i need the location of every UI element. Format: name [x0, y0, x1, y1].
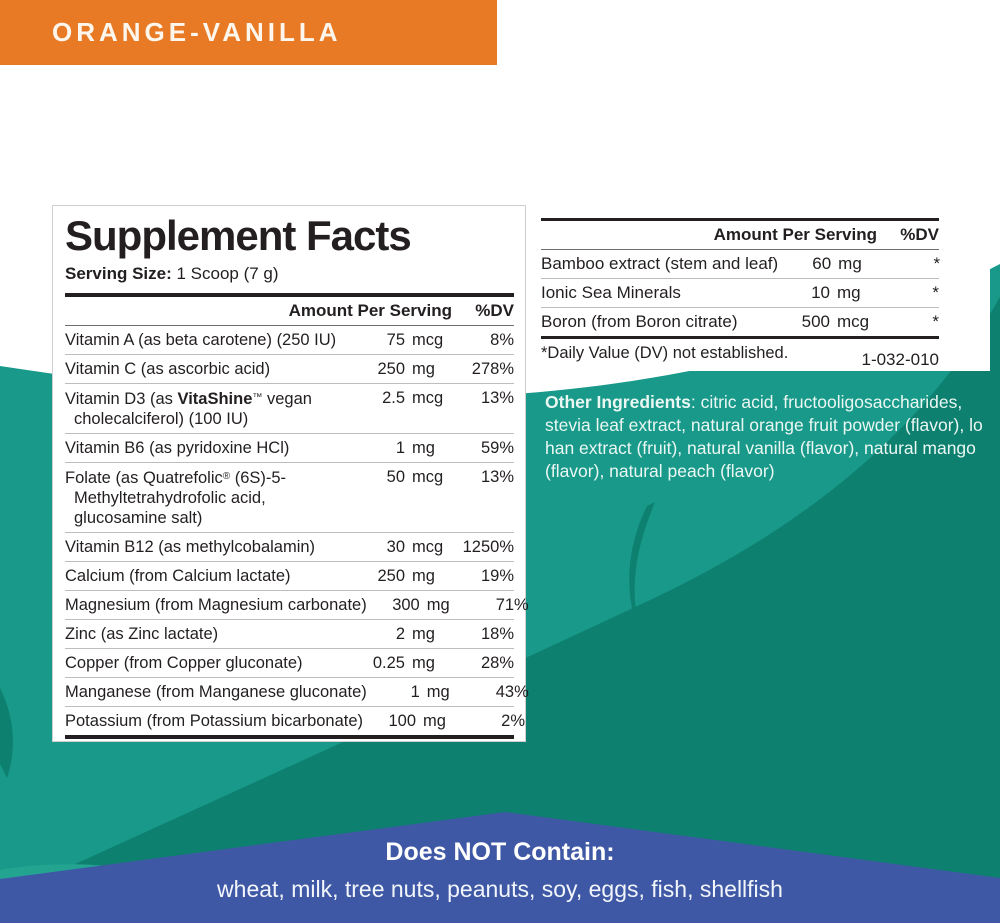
table-row: Zinc (as Zinc lactate) 2 mg 18%	[65, 619, 514, 648]
footnote-line: *Daily Value (DV) not established. 1-032…	[541, 339, 939, 370]
nutrient-name: Vitamin B12 (as methylcobalamin)	[65, 538, 316, 557]
serving-size-label: Serving Size:	[65, 264, 172, 284]
nutrient-dv: 278%	[471, 360, 514, 379]
nutrient-dv: 71%	[495, 596, 529, 615]
nutrient-dv: 13%	[480, 468, 514, 487]
allergen-list: wheat, milk, tree nuts, peanuts, soy, eg…	[217, 876, 783, 902]
nutrient-dv: 43%	[495, 683, 529, 702]
flavor-name: ORANGE-VANILLA	[52, 17, 342, 47]
nutrient-name: Vitamin B6 (as pyridoxine HCl)	[65, 439, 290, 458]
other-ingredients-text: : citric acid, fructooligosaccharides, s…	[545, 392, 983, 482]
nutrient-amount: 300 mg	[392, 596, 450, 615]
nutrient-amount: 100 mg	[388, 712, 446, 731]
nutrient-dv: *	[932, 283, 939, 302]
nutrient-dv: 19%	[480, 567, 514, 586]
nutrient-name: Potassium (from Potassium bicarbonate)	[65, 712, 364, 731]
nutrient-name: Vitamin D3 (as VitaShine™ vegan cholecalc…	[65, 390, 312, 429]
nutrient-rows: Vitamin A (as beta carotene) (250 IU) 75 m…	[65, 326, 529, 735]
table-header-2: Amount Per Serving %DV	[541, 221, 939, 249]
rule-thin-header-2	[541, 249, 939, 250]
table-row: Vitamin C (as ascorbic acid) 250 mg 278%	[65, 354, 514, 383]
serving-size-value: 1 Scoop (7 g)	[171, 264, 279, 284]
supplement-facts-panel: Supplement Facts Serving Size: 1 Scoop (…	[52, 205, 529, 742]
col-dv-header-2: %DV	[900, 225, 939, 244]
nutrient-amount: 10 mg	[811, 283, 861, 302]
rule-thick-top	[65, 293, 514, 298]
table-row: Calcium (from Calcium lactate) 250 mg 19%	[65, 561, 514, 590]
nutrient-dv: 13%	[480, 389, 514, 408]
table-row: Boron (from Boron citrate) 500 mcg *	[541, 307, 939, 336]
nutrient-dv: 1250%	[462, 538, 514, 557]
nutrient-amount: 75 mcg	[386, 331, 444, 350]
nutrient-name: Boron (from Boron citrate)	[541, 312, 738, 331]
nutrient-amount: 250 mg	[377, 360, 435, 379]
nutrient-dv: 18%	[480, 625, 514, 644]
nutrient-name: Vitamin C (as ascorbic acid)	[65, 360, 271, 379]
nutrient-amount: 500 mcg	[801, 312, 870, 331]
nutrient-amount: 0.25 mg	[372, 654, 435, 673]
table-row: Magnesium (from Magnesium carbonate) 300 m…	[65, 590, 529, 619]
rule-thick-top-2	[541, 218, 939, 221]
table-row: Ionic Sea Minerals 10 mg *	[541, 278, 939, 307]
nutrient-rows-2: Bamboo extract (stem and leaf) 60 mg * Ionic…	[541, 250, 941, 336]
table-row: Bamboo extract (stem and leaf) 60 mg *	[541, 250, 941, 278]
nutrient-dv: *	[933, 254, 941, 273]
table-row: Copper (from Copper gluconate) 0.25 mg 28%	[65, 648, 514, 677]
flavor-banner: ORANGE-VANILLA	[0, 0, 497, 65]
nutrient-name: Folate (as Quatrefolic® (6S)-5- Methyltet…	[65, 469, 287, 528]
nutrient-dv: 2%	[501, 712, 526, 731]
nutrient-amount: 30 mcg	[386, 538, 444, 557]
nutrient-amount: 1 mg	[410, 683, 450, 702]
supplement-facts-panel-2: Amount Per Serving %DV Bamboo extract (s…	[535, 212, 990, 371]
rule-thick-bottom	[65, 735, 514, 740]
product-code: 1-032-010	[861, 350, 939, 369]
nutrient-name: Vitamin A (as beta carotene) (250 IU)	[65, 331, 337, 350]
table-row: Vitamin B6 (as pyridoxine HCl) 1 mg 59%	[65, 433, 514, 462]
col-amount-header-2: Amount Per Serving	[713, 225, 877, 244]
nutrient-name: Bamboo extract (stem and leaf)	[541, 254, 779, 273]
table-row: Vitamin B12 (as methylcobalamin) 30 mcg 125…	[65, 532, 514, 561]
right-table: Amount Per Serving %DV Bamboo extract (s…	[541, 218, 941, 339]
other-ingredients: Other Ingredients: citric acid, fructool…	[545, 391, 997, 483]
other-ingredients-label: Other Ingredients	[545, 392, 691, 412]
nutrient-amount: 2 mg	[395, 625, 435, 644]
nutrient-dv: *	[932, 312, 939, 331]
nutrient-amount: 250 mg	[377, 567, 435, 586]
nutrient-name: Zinc (as Zinc lactate)	[65, 625, 219, 644]
serving-size-line: Serving Size: 1 Scoop (7 g)	[65, 264, 514, 284]
nutrient-amount: 2.5 mcg	[382, 389, 444, 408]
rule-thin-header	[65, 325, 514, 327]
supplement-facts-title: Supplement Facts	[65, 212, 412, 259]
table-row: Vitamin A (as beta carotene) (250 IU) 75 m…	[65, 326, 514, 354]
table-header: Amount Per Serving %DV	[65, 297, 514, 325]
nutrient-name: Ionic Sea Minerals	[541, 283, 681, 302]
table-row: Vitamin D3 (as VitaShine™ vegan cholecalc…	[65, 383, 514, 433]
nutrient-name: Calcium (from Calcium lactate)	[65, 567, 291, 586]
table-row: Manganese (from Manganese gluconate) 1 mg 4…	[65, 677, 529, 706]
nutrient-dv: 59%	[480, 439, 514, 458]
col-amount-header: Amount Per Serving	[288, 301, 452, 321]
nutrient-name: Manganese (from Manganese gluconate)	[65, 683, 367, 702]
nutrient-dv: 28%	[480, 654, 514, 673]
col-dv-header: %DV	[475, 301, 514, 321]
nutrient-name: Copper (from Copper gluconate)	[65, 654, 303, 673]
table-row: Folate (as Quatrefolic® (6S)-5- Methyltet…	[65, 462, 514, 532]
nutrient-name: Magnesium (from Magnesium carbonate)	[65, 596, 367, 615]
nutrient-amount: 50 mcg	[386, 468, 444, 487]
rule-thick-bottom-2	[541, 336, 939, 339]
nutrient-amount: 60 mg	[812, 254, 862, 273]
nutrient-dv: 8%	[490, 331, 514, 350]
nutrient-amount: 1 mg	[395, 439, 435, 458]
table-row: Potassium (from Potassium bicarbonate) 10…	[65, 706, 525, 735]
daily-value-footnote: *Daily Value (DV) not established.	[541, 344, 789, 362]
does-not-contain-title: Does NOT Contain:	[385, 838, 615, 866]
